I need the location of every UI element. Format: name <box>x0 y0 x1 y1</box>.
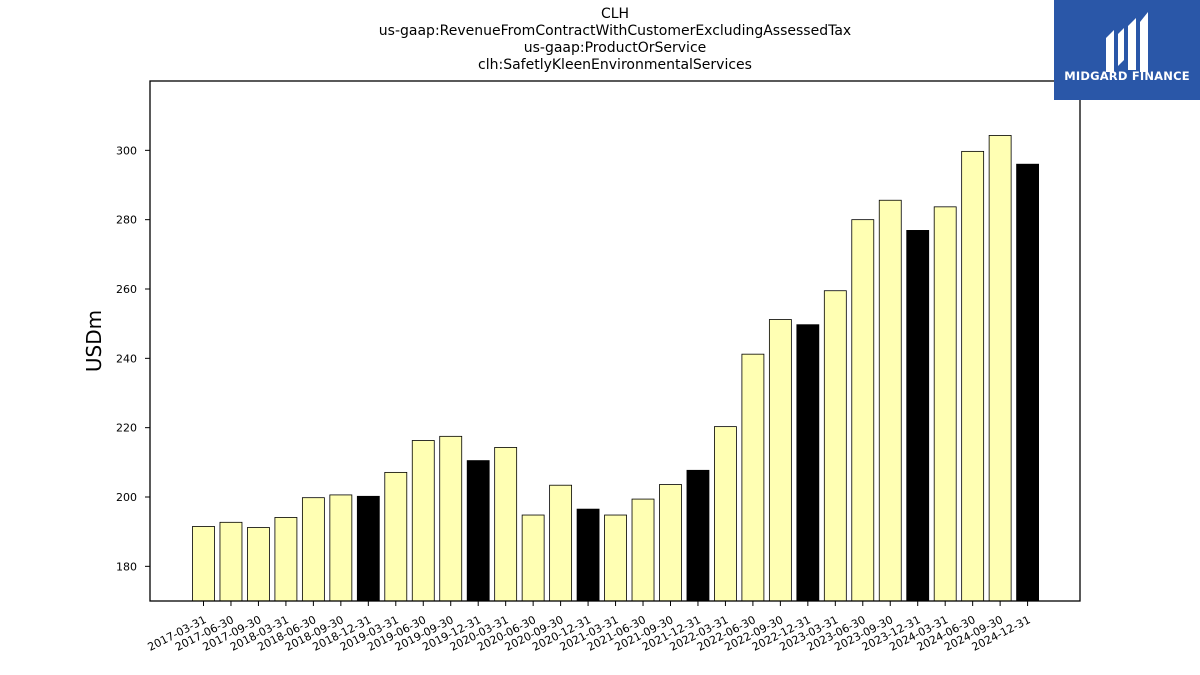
bar-2023-06-30 <box>851 219 875 602</box>
y-tick-label-240: 240 <box>116 352 137 365</box>
bar-2022-12-31 <box>796 324 820 602</box>
x-axis: 2017-03-312017-06-302017-09-302018-03-31… <box>146 601 1033 654</box>
y-tick-label-260: 260 <box>116 283 137 296</box>
bar-2023-09-30 <box>878 199 902 602</box>
bar-2017-09-30 <box>247 527 270 602</box>
bar-2019-12-31 <box>466 460 490 602</box>
plot-frame <box>149 80 1081 602</box>
bar-2018-12-31 <box>356 495 380 602</box>
y-axis-label: USDm <box>82 310 106 372</box>
chart-title: CLH us-gaap:RevenueFromContractWithCusto… <box>150 6 1080 74</box>
bar-2018-03-31 <box>274 517 298 602</box>
title-line-axis: us-gaap:ProductOrService <box>523 40 707 56</box>
y-tick-label-180: 180 <box>116 560 137 573</box>
bar-2018-06-30 <box>301 497 325 602</box>
bar-2024-06-30 <box>961 150 985 602</box>
bar-2024-12-31 <box>1016 163 1039 602</box>
bar-2020-03-31 <box>494 447 518 602</box>
bar-2022-09-30 <box>768 319 792 602</box>
y-tick-label-200: 200 <box>116 491 137 504</box>
y-axis: 180 200 220 240 260 280 300 <box>116 144 150 573</box>
title-line-member: clh:SafetlyKleenEnvironmentalServices <box>478 57 752 73</box>
bar-2022-03-31 <box>714 426 737 602</box>
bar-2024-09-30 <box>988 135 1012 602</box>
bar-2019-06-30 <box>411 440 435 602</box>
bar-2021-03-31 <box>604 514 627 602</box>
bar-2023-12-31 <box>906 230 930 602</box>
bar-2024-03-31 <box>933 206 957 602</box>
bar-2017-03-31 <box>192 526 215 602</box>
bar-2020-09-30 <box>549 484 573 602</box>
bar-2019-03-31 <box>384 471 408 602</box>
bar-2021-12-31 <box>686 469 710 602</box>
y-tick-label-280: 280 <box>116 214 137 227</box>
bar-2020-12-31 <box>576 508 600 602</box>
title-line-ticker: CLH <box>600 6 630 22</box>
bars-group <box>192 135 1039 602</box>
logo-mark-icon <box>1106 12 1148 72</box>
y-tick-label-300: 300 <box>116 144 137 157</box>
bar-2022-06-30 <box>741 353 765 602</box>
bar-2019-09-30 <box>439 435 463 602</box>
midgard-finance-logo: MIDGARD FINANCE <box>1054 0 1200 100</box>
bar-2020-06-30 <box>521 514 545 602</box>
bar-2018-09-30 <box>329 494 353 602</box>
bar-2021-06-30 <box>631 498 655 602</box>
bar-2023-03-31 <box>823 290 847 602</box>
logo-text: MIDGARD FINANCE <box>1064 69 1190 83</box>
bar-2017-06-30 <box>219 521 243 602</box>
bar-2021-09-30 <box>659 484 682 602</box>
y-tick-label-220: 220 <box>116 422 137 435</box>
title-line-concept: us-gaap:RevenueFromContractWithCustomerE… <box>378 23 852 39</box>
